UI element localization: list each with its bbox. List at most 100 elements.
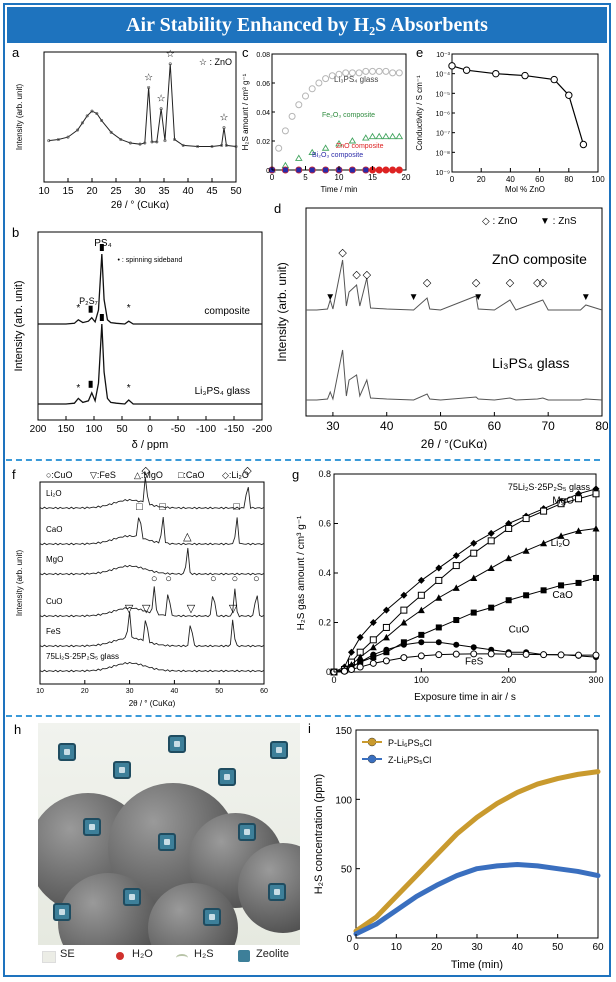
data-point [453, 641, 460, 648]
zeolite-icon [168, 735, 186, 753]
data-point [80, 121, 84, 125]
zno-peak-marker: ◇ [533, 277, 542, 289]
zeolite-icon [218, 768, 236, 786]
data-point [335, 70, 343, 78]
data-point [540, 507, 548, 515]
legend-entry: ▽:FeS [90, 470, 116, 480]
data-point [90, 109, 94, 113]
data-point [168, 62, 172, 66]
water-icon [116, 952, 124, 960]
plot-frame [39, 481, 265, 685]
sideband-marker: * [76, 303, 80, 314]
y-tick-label: 10⁻⁵ [436, 91, 450, 98]
series-label: CuO [509, 624, 530, 635]
data-point [487, 537, 495, 545]
panel-letter-b: b [12, 225, 19, 240]
x-axis-label: δ / ppm [132, 439, 169, 450]
y-axis-label: H₂S gas amount / cm³ g⁻¹ [296, 515, 307, 630]
peak-marker: ▽ [125, 603, 134, 615]
panel-b-chart: b composite * * Li₃PS₄ glass * * PS₄ P₂S₇ • : spi… [12, 225, 272, 450]
data-point [565, 91, 573, 99]
panel-h-legend: SE H₂O H₂S Zeolite [38, 948, 300, 966]
y-tick-label: 0.08 [256, 52, 270, 59]
xrd-pattern [306, 259, 603, 311]
svg-text:h: h [14, 722, 21, 737]
data-point [335, 140, 343, 147]
data-point [592, 524, 600, 532]
data-point [435, 576, 443, 584]
peak-marker: ▽ [229, 603, 238, 615]
data-point [592, 485, 600, 493]
y-tick-label: 0 [346, 934, 352, 945]
data-point [470, 549, 478, 557]
data-point [356, 633, 364, 641]
x-tick-label: 40 [171, 688, 179, 695]
data-point [375, 132, 383, 140]
data-point [400, 641, 407, 648]
series-label: Li₃PS₄ glass [195, 386, 250, 397]
zno-peak-marker: ◇ [472, 277, 481, 289]
data-point [448, 62, 456, 70]
panel-f-chart: f ○:CuO ▽:FeS △:MgO □:CaO ◇:Li₂O Li₂O ◇ ◇ CaO □ □ □ M… [12, 466, 268, 708]
xrd-pattern [306, 349, 603, 401]
data-point [435, 564, 443, 572]
data-point [557, 532, 565, 539]
xrd-pattern [39, 586, 265, 618]
data-point [523, 592, 530, 599]
separator-2 [6, 715, 600, 717]
nmr-spectrum [38, 253, 262, 325]
panel-c-chart: c Li₃PS₄ glass Fe₂O₃ composite ZnO composit… [241, 45, 411, 194]
data-point [592, 490, 600, 498]
data-point [400, 654, 408, 662]
y-tick-label: 0 [266, 168, 270, 175]
series-line [353, 862, 601, 937]
x-tick-label: 0 [450, 175, 455, 184]
series-label: Li₂O [46, 489, 62, 498]
series-label: FeS [46, 627, 61, 636]
data-point [47, 139, 51, 143]
x-tick-label: 0 [353, 942, 359, 953]
data-point [470, 609, 477, 616]
data-point [435, 639, 442, 646]
data-point [322, 75, 330, 83]
data-point [575, 651, 583, 659]
data-point [388, 132, 397, 140]
data-point [382, 633, 390, 641]
data-point [100, 119, 104, 123]
peak-marker: ○ [253, 573, 260, 585]
panel-letter-d: d [274, 201, 281, 216]
x-tick-label: 30 [326, 419, 340, 433]
y-tick-label: 50 [341, 865, 353, 876]
y-axis-label: Intensity (arb. unit) [15, 550, 24, 617]
x-axis-label: 2θ / ° (CuKα) [111, 200, 169, 211]
series-label: CuO [46, 597, 62, 606]
data-point [308, 148, 316, 156]
legend-zno: ◇ : ZnO [482, 216, 518, 227]
data-point [452, 552, 460, 560]
x-tick-label: 35 [158, 186, 170, 197]
x-tick-label: 15 [368, 173, 377, 182]
data-point [417, 606, 425, 614]
zno-peak-marker: ◇ [423, 277, 432, 289]
data-point [579, 140, 588, 149]
data-point [470, 650, 478, 658]
data-point [281, 127, 289, 135]
data-point [321, 144, 330, 151]
data-point [382, 657, 390, 665]
data-point [348, 137, 357, 144]
data-point [522, 547, 530, 554]
zno-peak-marker: ◇ [352, 269, 361, 281]
peak-label-p2s7: P₂S₇ [79, 296, 98, 306]
data-point [340, 667, 348, 675]
y-tick-label: 0.04 [256, 110, 270, 117]
data-point [435, 651, 443, 659]
panel-g-chart: g 75Li₂S·25P₂S₅ glass MgO Li₂O CaO CuO FeS 0 100… [292, 467, 604, 703]
x-axis-label: Exposure time in air / s [414, 692, 516, 703]
data-point [470, 539, 478, 547]
y-axis-label: H₂S amount / cm³ g⁻¹ [241, 73, 250, 150]
data-point [389, 69, 397, 77]
x-axis-label: Mol % ZnO [505, 185, 545, 194]
data-point [382, 606, 390, 614]
y-axis-label: Conductivity / S cm⁻¹ [415, 75, 424, 151]
